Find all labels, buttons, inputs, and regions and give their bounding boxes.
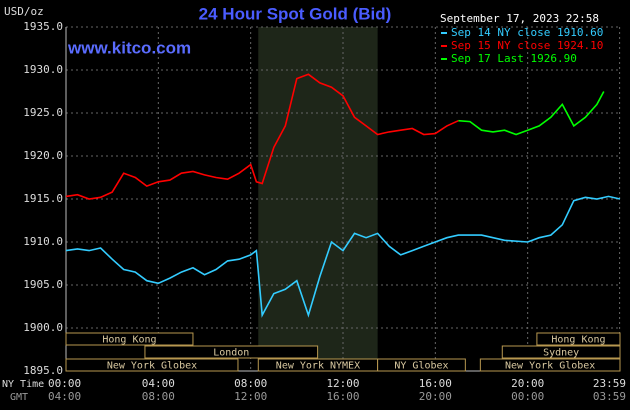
- x-tick-label: 08:00: [234, 377, 267, 390]
- legend-label: Sep 17 Last 1926.90: [451, 52, 577, 65]
- session-bar: [536, 332, 621, 346]
- x2-tick-label: 03:59: [593, 390, 626, 403]
- x-tick-label: 20:00: [511, 377, 544, 390]
- y-tick-label: 1910.0: [23, 235, 63, 248]
- session-bar: [144, 345, 319, 359]
- legend-label: Sep 15 NY close 1924.10: [451, 39, 603, 52]
- x2-axis-label: GMT: [10, 392, 28, 403]
- session-bar: [479, 358, 621, 372]
- y-tick-label: 1900.0: [23, 321, 63, 334]
- price-line: [65, 73, 459, 200]
- x-tick-label: 04:00: [142, 377, 175, 390]
- legend-label: Sep 14 NY close 1910.60: [451, 26, 603, 39]
- y-axis-label: USD/oz: [4, 5, 44, 18]
- x2-tick-label: 12:00: [234, 390, 267, 403]
- y-tick-label: 1925.0: [23, 106, 63, 119]
- x2-tick-label: 08:00: [142, 390, 175, 403]
- y-tick-label: 1915.0: [23, 192, 63, 205]
- session-label: New York NYMEX: [276, 361, 360, 372]
- session-label: New York Globex: [505, 361, 595, 372]
- price-line: [458, 91, 605, 136]
- y-tick-label: 1930.0: [23, 63, 63, 76]
- x2-tick-label: 04:00: [48, 390, 81, 403]
- session-label: Hong Kong: [551, 335, 605, 346]
- y-tick-label: 1920.0: [23, 149, 63, 162]
- session-bar: [65, 332, 194, 346]
- session-bar: [65, 358, 239, 372]
- site-label: www.kitco.com: [67, 38, 191, 57]
- session-bar: [377, 358, 466, 372]
- y-tick-label: 1895.0: [23, 364, 63, 377]
- x-tick-label: 16:00: [419, 377, 452, 390]
- session-label: NY Globex: [394, 361, 448, 372]
- session-label: London: [213, 348, 249, 359]
- timestamp: September 17, 2023 22:58: [440, 12, 599, 25]
- session-label: Hong Kong: [102, 335, 156, 346]
- session-bar: [501, 345, 621, 359]
- session-label: Sydney: [543, 348, 579, 359]
- y-tick-label: 1935.0: [23, 20, 63, 33]
- price-line: [65, 195, 621, 318]
- x2-tick-label: 20:00: [419, 390, 452, 403]
- x-tick-label: 12:00: [326, 377, 359, 390]
- session-label: New York Globex: [107, 361, 197, 372]
- x-axis-label: NY Time: [2, 379, 44, 390]
- x-tick-label: 23:59: [593, 377, 626, 390]
- chart-title: 24 Hour Spot Gold (Bid): [199, 4, 392, 23]
- x2-tick-label: 00:00: [511, 390, 544, 403]
- x-tick-label: 00:00: [48, 377, 81, 390]
- y-tick-label: 1905.0: [23, 278, 63, 291]
- x2-tick-label: 16:00: [326, 390, 359, 403]
